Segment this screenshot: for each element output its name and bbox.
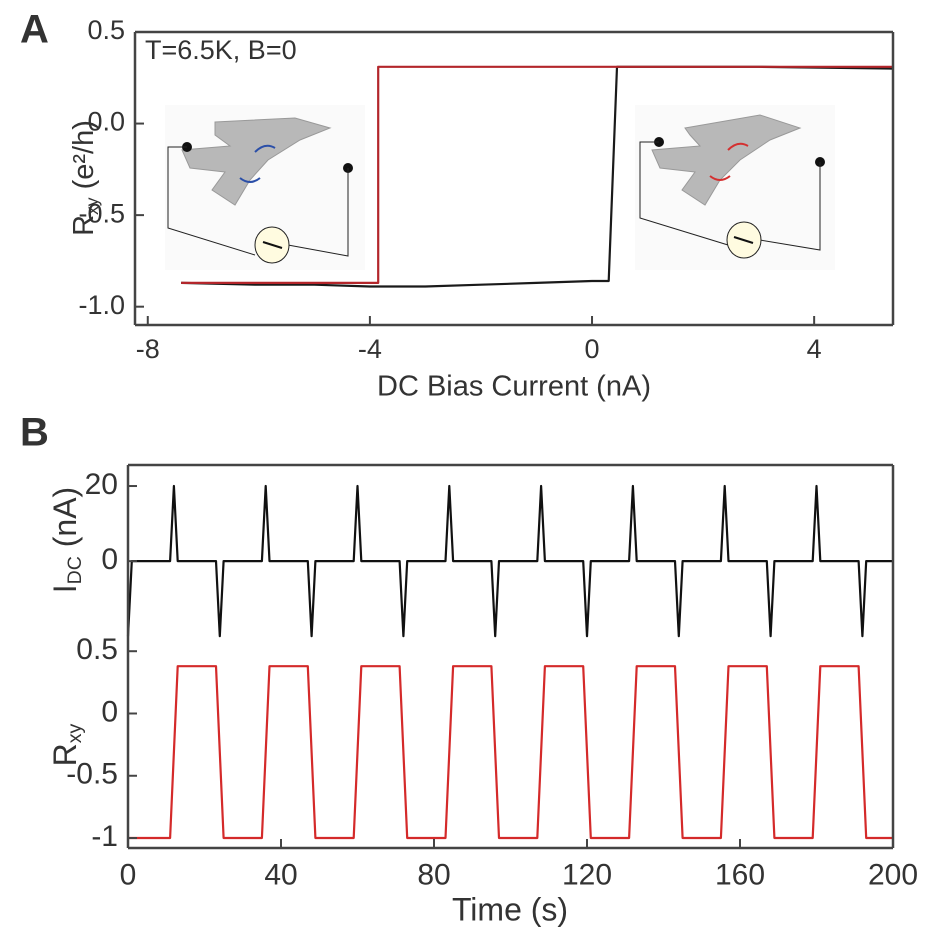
y-tick-label: 0 bbox=[101, 695, 118, 728]
x-tick-label: 160 bbox=[715, 858, 765, 891]
y-tick-label: -0.5 bbox=[66, 758, 118, 791]
y-axis-label: Rxy (e²/h) bbox=[68, 120, 102, 236]
x-tick-label: 40 bbox=[264, 858, 297, 891]
y-label-sub: xy bbox=[64, 723, 86, 743]
y-tick-label: 20 bbox=[85, 468, 118, 501]
y-label-main: R bbox=[47, 743, 83, 766]
y-label-main: I bbox=[47, 584, 83, 593]
inset-right bbox=[635, 105, 835, 270]
x-tick-label: 4 bbox=[807, 334, 822, 364]
y-tick-label: 0.5 bbox=[87, 15, 125, 45]
y-label-sub: DC bbox=[64, 556, 86, 584]
panel-label: A bbox=[20, 8, 49, 52]
y-tick-label: 0 bbox=[101, 543, 118, 576]
y-label-sub: xy bbox=[82, 197, 102, 215]
x-tick-label: 80 bbox=[417, 858, 450, 891]
x-tick-label: 200 bbox=[868, 858, 918, 891]
y-label-main: R bbox=[68, 215, 100, 236]
y-label-rest: (e²/h) bbox=[68, 120, 100, 197]
x-tick-label: 120 bbox=[562, 858, 612, 891]
y-axis-label: IDC (nA) bbox=[47, 487, 86, 593]
x-tick-label: 0 bbox=[585, 334, 600, 364]
inset-left bbox=[165, 105, 365, 270]
y-axis-label: Rxy bbox=[47, 723, 86, 766]
y-tick-label: 0.0 bbox=[87, 107, 125, 137]
data-line bbox=[181, 65, 893, 284]
y-label-rest: (nA) bbox=[47, 487, 83, 556]
x-tick-label: -8 bbox=[136, 334, 160, 364]
x-axis-label: DC Bias Current (nA) bbox=[377, 371, 651, 403]
x-tick-label: 0 bbox=[120, 858, 137, 891]
y-tick-label: -1.0 bbox=[78, 290, 125, 320]
y-tick-label: -1 bbox=[91, 820, 118, 853]
x-tick-label: -4 bbox=[358, 334, 382, 364]
annotation: T=6.5K, B=0 bbox=[145, 35, 297, 65]
data-line bbox=[128, 665, 893, 840]
y-tick-label: 0.5 bbox=[76, 633, 118, 666]
y-tick-label: -0.5 bbox=[78, 198, 125, 228]
data-line bbox=[126, 484, 893, 638]
panel-label: B bbox=[20, 411, 49, 455]
x-axis-label: Time (s) bbox=[452, 891, 568, 927]
